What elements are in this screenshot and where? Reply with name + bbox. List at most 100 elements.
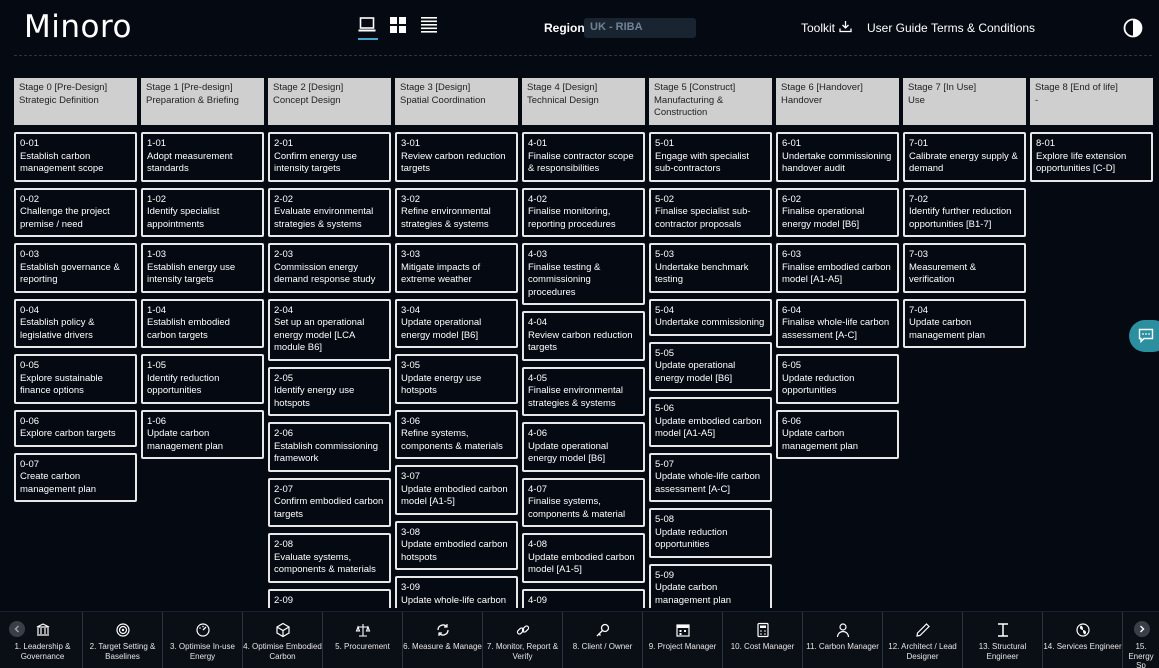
task-card[interactable]: 7-01 Calibrate energy supply & demand (903, 132, 1026, 182)
task-card[interactable]: 5-01 Engage with specialist sub-contracto… (649, 132, 772, 182)
list-view-button[interactable] (420, 16, 440, 38)
task-card[interactable]: 0-05 Explore sustainable finance options (14, 354, 137, 404)
task-card[interactable]: 6-06 Update carbon management plan (776, 409, 899, 459)
stage-title: Stage 4 [Design] (527, 82, 598, 93)
task-title: Establish energy use intensity targets (147, 261, 236, 286)
task-card[interactable]: 3-07 Update embodied carbon model [A1-5] (395, 465, 518, 515)
task-card[interactable]: 6-02 Finalise operational energy model [B… (776, 187, 899, 237)
task-card[interactable]: 5-09 Update carbon management plan (649, 563, 772, 608)
list-icon (421, 17, 437, 33)
task-card[interactable]: 8-01 Explore life extension opportunities… (1030, 132, 1153, 182)
task-card[interactable]: 6-01 Undertake commissioning handover aud… (776, 132, 899, 182)
task-card[interactable]: 2-03 Commission energy demand response st… (268, 243, 391, 293)
task-card[interactable]: 2-02 Evaluate environmental strategies & … (268, 187, 391, 237)
task-card[interactable]: 4-04 Review carbon reduction targets (522, 311, 645, 361)
task-card[interactable]: 1-06 Update carbon management plan (141, 409, 264, 459)
task-card[interactable]: 0-07 Create carbon management plan (14, 452, 137, 502)
toolkit-link[interactable]: Toolkit (801, 21, 836, 35)
task-card[interactable]: 4-06 Update operational energy model [B6] (522, 422, 645, 472)
role-tab[interactable]: 1. Leadership & Governance (3, 612, 83, 668)
role-tab-label: 6. Measure & Manage (403, 642, 482, 651)
task-card[interactable]: 7-03 Measurement & verification (903, 243, 1026, 293)
task-card[interactable]: 0-02 Challenge the project premise / need (14, 187, 137, 237)
task-title: Undertake commissioning (655, 317, 765, 328)
role-tab[interactable]: 5. Procurement (323, 612, 403, 668)
role-tab[interactable]: 9. Project Manager (643, 612, 723, 668)
task-code: 7-01 (909, 138, 929, 149)
scroll-right-button[interactable] (1134, 621, 1150, 637)
stage-header: Stage 8 [End of life] - (1030, 78, 1153, 125)
role-tab[interactable]: 8. Client / Owner (563, 612, 643, 668)
task-title: Review carbon reduction targets (401, 150, 506, 175)
role-tab[interactable]: 14. Services Engineer (1043, 612, 1123, 668)
task-card[interactable]: 2-08 Evaluate systems, components & mater… (268, 533, 391, 583)
task-title: Calibrate energy supply & demand (909, 150, 1018, 175)
task-card[interactable]: 3-05 Update energy use hotspots (395, 354, 518, 404)
download-icon[interactable] (839, 20, 852, 38)
task-card[interactable]: 0-01 Establish carbon management scope (14, 132, 137, 182)
task-card[interactable]: 1-05 Identify reduction opportunities (141, 354, 264, 404)
task-card[interactable]: 5-07 Update whole-life carbon assessment … (649, 452, 772, 502)
task-card[interactable]: 0-04 Establish policy & legislative drive… (14, 298, 137, 348)
task-card[interactable]: 3-06 Refine systems, components & materia… (395, 409, 518, 459)
app-logo[interactable]: Minoro (24, 9, 133, 45)
task-card[interactable]: 2-04 Set up an operational energy model [… (268, 298, 391, 361)
role-tab[interactable]: 13. Structural Engineer (963, 612, 1043, 668)
user-guide-link[interactable]: User Guide (867, 21, 928, 35)
task-card[interactable]: 2-01 Confirm energy use intensity targets (268, 132, 391, 182)
task-card[interactable]: 3-04 Update operational energy model [B6] (395, 298, 518, 348)
task-card[interactable]: 5-04 Undertake commissioning (649, 298, 772, 336)
task-card[interactable]: 2-07 Confirm embodied carbon targets (268, 477, 391, 527)
task-card[interactable]: 6-05 Update reduction opportunities (776, 354, 899, 404)
task-card[interactable]: 4-01 Finalise contractor scope & responsi… (522, 132, 645, 182)
task-card[interactable]: 0-03 Establish governance & reporting (14, 243, 137, 293)
task-card[interactable]: 7-02 Identify further reduction opportuni… (903, 187, 1026, 237)
task-card[interactable]: 3-01 Review carbon reduction targets (395, 132, 518, 182)
task-card[interactable]: 3-08 Update embodied carbon hotspots (395, 520, 518, 570)
task-card[interactable]: 4-08 Update embodied carbon model [A1-5] (522, 533, 645, 583)
task-card[interactable]: 4-03 Finalise testing & commissioning pro… (522, 243, 645, 305)
grid-view-button[interactable] (389, 16, 409, 38)
scroll-left-button[interactable] (9, 621, 25, 637)
task-card[interactable]: 5-08 Update reduction opportunities (649, 508, 772, 558)
contrast-toggle-icon[interactable] (1123, 18, 1143, 43)
task-code: 5-06 (655, 403, 675, 414)
role-tab[interactable]: 7. Monitor, Report & Verify (483, 612, 563, 668)
task-card[interactable]: 4-05 Finalise environmental strategies & … (522, 366, 645, 416)
task-card[interactable]: 3-03 Mitigate impacts of extreme weather (395, 243, 518, 293)
task-card[interactable]: 5-03 Undertake benchmark testing (649, 243, 772, 293)
task-card[interactable]: 1-02 Identify specialist appointments (141, 187, 264, 237)
task-card[interactable]: 4-07 Finalise systems, components & mater… (522, 477, 645, 527)
role-tab[interactable]: 4. Optimise Embodied Carbon (243, 612, 323, 668)
role-tab[interactable]: 3. Optimise In-use Energy (163, 612, 243, 668)
role-tab[interactable]: 6. Measure & Manage (403, 612, 483, 668)
role-tab[interactable]: 12. Architect / Lead Designer (883, 612, 963, 668)
task-card[interactable]: 5-06 Update embodied carbon model [A1-A5] (649, 397, 772, 447)
task-card[interactable]: 1-01 Adopt measurement standards (141, 132, 264, 182)
task-card[interactable]: 1-04 Establish embodied carbon targets (141, 298, 264, 348)
laptop-view-button[interactable] (358, 16, 378, 40)
chat-button[interactable] (1129, 320, 1159, 352)
task-card[interactable]: 2-05 Identify energy use hotspots (268, 366, 391, 416)
task-card[interactable]: 4-02 Finalise monitoring, reporting proce… (522, 187, 645, 237)
role-tab[interactable]: 10. Cost Manager (723, 612, 803, 668)
task-card[interactable]: 0-06 Explore carbon targets (14, 409, 137, 447)
task-card[interactable]: 5-02 Finalise specialist sub-contractor p… (649, 187, 772, 237)
role-tab[interactable]: 11. Carbon Manager (803, 612, 883, 668)
task-card[interactable]: 1-03 Establish energy use intensity targe… (141, 243, 264, 293)
role-tab[interactable]: 2. Target Setting & Baselines (83, 612, 163, 668)
region-select[interactable]: UK - RIBA (584, 18, 696, 38)
terms-link[interactable]: Terms & Conditions (931, 21, 1036, 35)
task-card[interactable]: 3-02 Refine environmental strategies & sy… (395, 187, 518, 237)
task-card[interactable]: 5-05 Update operational energy model [B6] (649, 341, 772, 391)
task-card[interactable]: 6-04 Finalise whole-life carbon assessmen… (776, 298, 899, 348)
task-card[interactable]: 6-03 Finalise embodied carbon model [A1-A… (776, 243, 899, 293)
task-card[interactable]: 2-06 Establish commissioning framework (268, 422, 391, 472)
task-code: 6-04 (782, 304, 802, 316)
task-card[interactable]: 7-04 Update carbon management plan (903, 298, 1026, 348)
task-card[interactable]: 2-09Set up embodied carbon model [A1-5] (268, 588, 391, 608)
fan-icon (1075, 623, 1090, 637)
link-icon (516, 625, 529, 635)
